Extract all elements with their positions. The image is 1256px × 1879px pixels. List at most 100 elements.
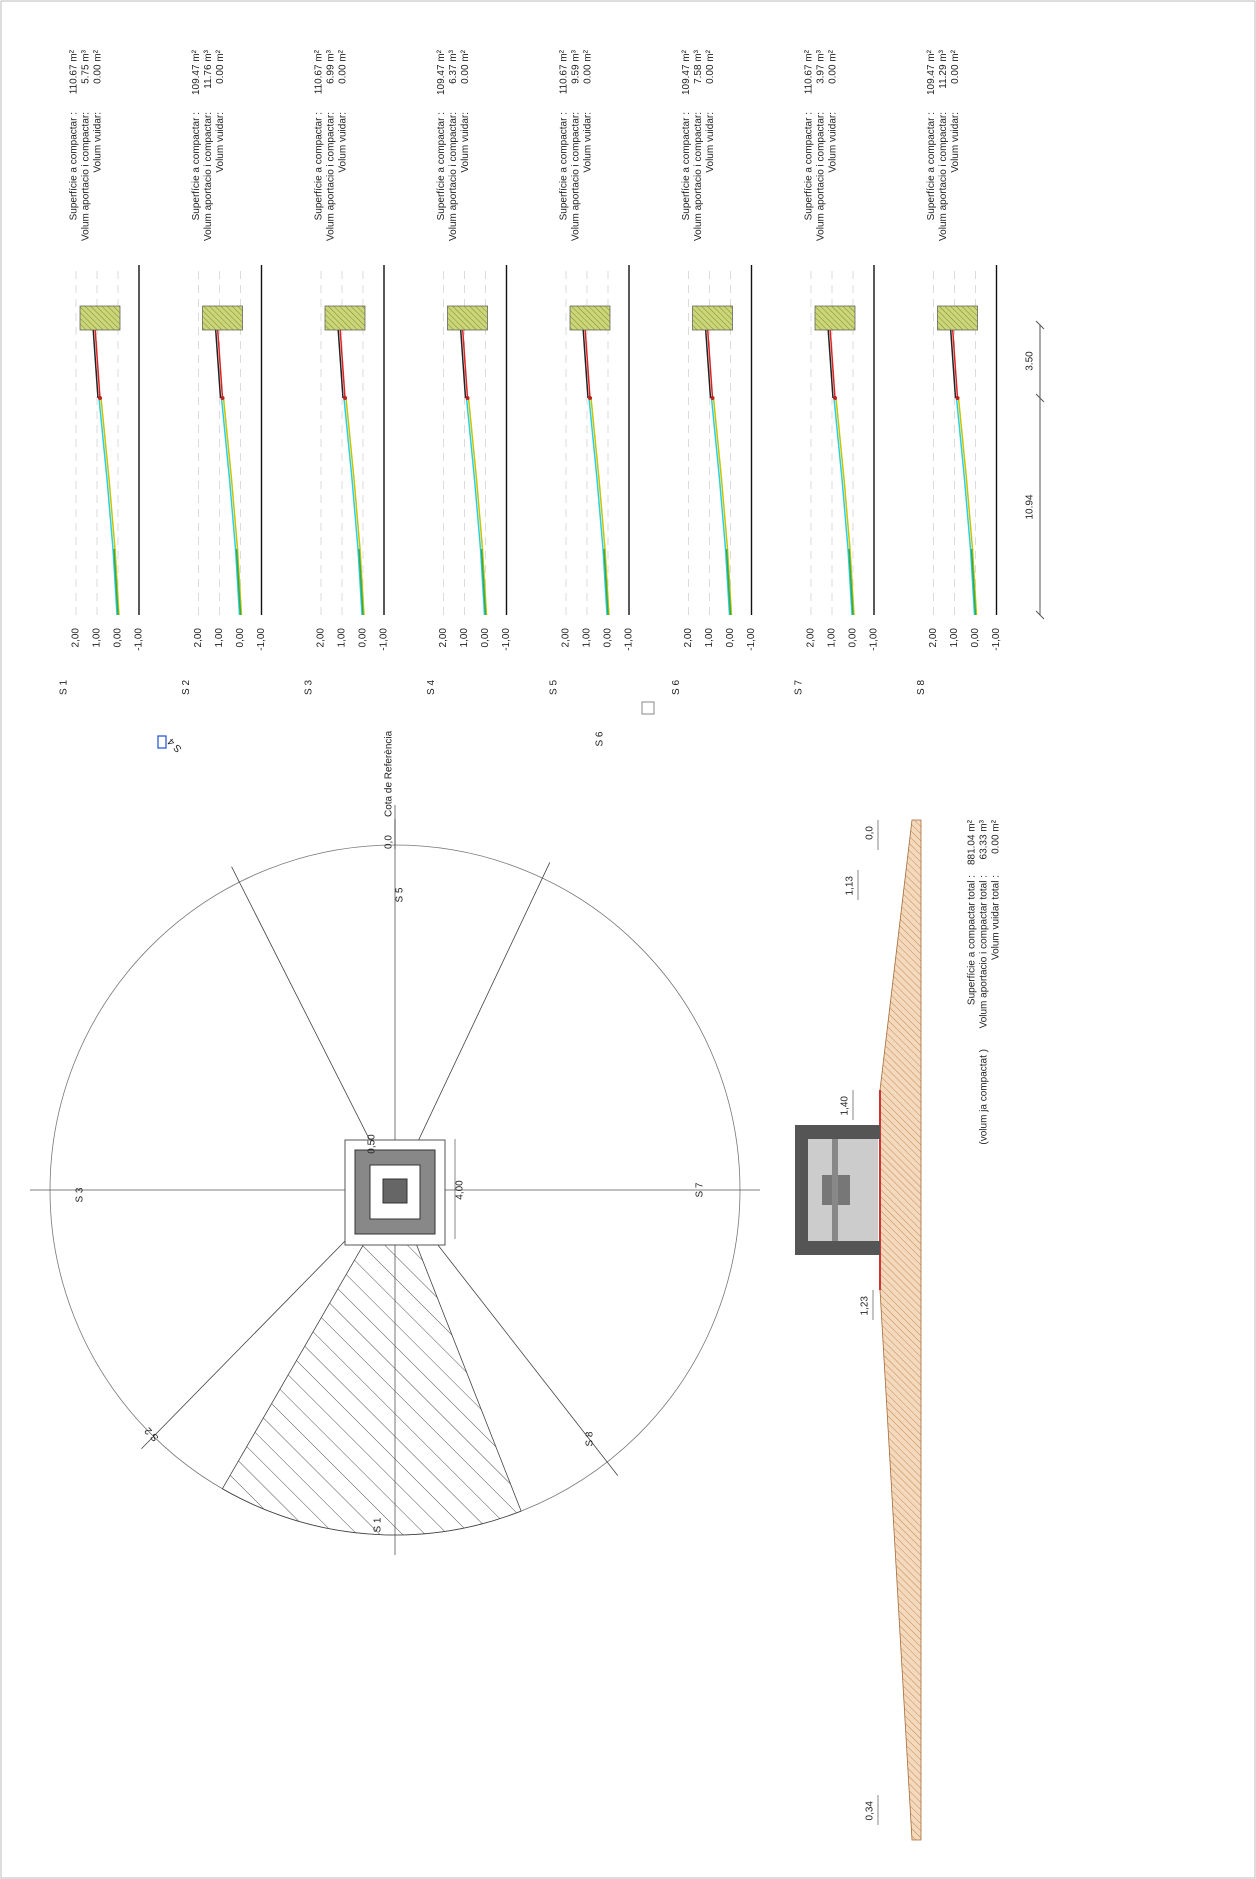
summary-value: 0.00 m² bbox=[338, 49, 349, 84]
profile-line bbox=[706, 326, 714, 399]
profile-node bbox=[220, 396, 225, 400]
reference-level: 0,0 bbox=[384, 835, 395, 849]
profile-node bbox=[833, 396, 837, 400]
summary-label: Superfície a compactar : bbox=[191, 112, 202, 220]
axis-tick-label: 2,00 bbox=[928, 628, 939, 648]
profile-line bbox=[590, 397, 610, 616]
summary-label: Volum vuidar: bbox=[460, 112, 471, 173]
profile-line bbox=[345, 397, 365, 616]
axis-tick-label: 0,00 bbox=[603, 628, 614, 648]
summary-label: Volum aportacio i compactar: bbox=[448, 112, 459, 241]
summary-label: Volum vuidar: bbox=[583, 112, 594, 173]
profile-node bbox=[588, 396, 592, 400]
central-structure bbox=[382, 1178, 408, 1204]
summary-value: 110.67 m² bbox=[69, 49, 80, 94]
axis-tick-label: 1,00 bbox=[337, 628, 348, 648]
fill-block bbox=[324, 305, 366, 331]
summary-value: 11.76 m³ bbox=[203, 49, 214, 88]
profile-line bbox=[235, 548, 242, 616]
reference-label: Cota de Referència bbox=[384, 730, 395, 817]
summary-label: Volum aportacio i compactar: bbox=[693, 112, 704, 241]
elevation-label: 0,0 bbox=[865, 826, 876, 840]
section-label: S 4 bbox=[426, 680, 437, 695]
axis-tick-label: 2,00 bbox=[438, 628, 449, 648]
summary-value: 6.99 m³ bbox=[326, 49, 337, 84]
profile-line bbox=[955, 397, 976, 616]
profile-line bbox=[588, 397, 608, 616]
dimension-label: 10.94 bbox=[1025, 494, 1036, 519]
section-line bbox=[231, 866, 396, 1191]
totals-note: (volum ja compactat ) bbox=[979, 1049, 990, 1145]
profile-line bbox=[949, 326, 957, 399]
section-label: S 7 bbox=[794, 680, 805, 695]
plan-section-label: S 3 bbox=[75, 1187, 86, 1202]
axis-tick-label: -1,00 bbox=[134, 628, 145, 651]
profile-line bbox=[704, 326, 712, 399]
profile-node bbox=[343, 396, 347, 400]
summary-label: Superfície a compactar : bbox=[926, 112, 937, 220]
profile-line bbox=[725, 548, 732, 616]
summary-label: Volum aportacio i compactar: bbox=[938, 112, 949, 241]
axis-tick-label: 2,00 bbox=[683, 628, 694, 648]
profile-line bbox=[835, 397, 855, 616]
axis-tick-label: 1,00 bbox=[92, 628, 103, 648]
axis-tick-label: 0,00 bbox=[848, 628, 859, 648]
axis-tick-label: 1,00 bbox=[827, 628, 838, 648]
axis-tick-label: 2,00 bbox=[806, 628, 817, 648]
fill-block bbox=[79, 305, 121, 331]
elevation-label: 0,34 bbox=[865, 1801, 876, 1821]
summary-value: 0.00 m² bbox=[705, 49, 716, 84]
summary-label: Volum aportacio i compactar: bbox=[203, 112, 214, 241]
marker bbox=[641, 701, 655, 715]
summary-label: Volum vuidar: bbox=[705, 112, 716, 173]
summary-label: Superfície a compactar : bbox=[69, 112, 80, 220]
plan-section-label: S 7 bbox=[695, 1182, 706, 1197]
axis-tick-label: -1,00 bbox=[624, 628, 635, 651]
profile-line bbox=[827, 326, 834, 399]
profile-line bbox=[216, 326, 224, 399]
summary-label: Volum vuidar: bbox=[950, 112, 961, 173]
elevation-label: 1,23 bbox=[860, 1296, 871, 1316]
plan-section-label: S 1 bbox=[373, 1517, 384, 1532]
axis-tick-label: 0,00 bbox=[235, 628, 246, 648]
plan-section-label: S 8 bbox=[585, 1431, 596, 1446]
summary-value: 5.75 m³ bbox=[81, 49, 92, 84]
profile-line bbox=[220, 397, 241, 616]
totals-label: Superfície a compactar total : bbox=[967, 875, 978, 1005]
axis-tick-label: 0,00 bbox=[358, 628, 369, 648]
summary-label: Superfície a compactar : bbox=[804, 112, 815, 220]
axis-tick-label: 1,00 bbox=[214, 628, 225, 648]
summary-value: 0.00 m² bbox=[460, 49, 471, 84]
section-label: S 8 bbox=[916, 680, 927, 695]
summary-value: 110.67 m² bbox=[804, 49, 815, 94]
totals-value: 0.00 m² bbox=[991, 819, 1002, 854]
axis-tick-label: 1,00 bbox=[582, 628, 593, 648]
section-line bbox=[394, 862, 551, 1191]
profile-line bbox=[459, 326, 467, 399]
profile-line bbox=[113, 548, 119, 616]
elevation-label: 1,40 bbox=[840, 1096, 851, 1116]
marker bbox=[157, 735, 167, 749]
dimension-tick bbox=[1035, 320, 1045, 330]
building-arm bbox=[832, 1139, 838, 1241]
fill-block bbox=[569, 305, 611, 331]
axis-tick-label: 0,00 bbox=[480, 628, 491, 648]
profile-line bbox=[951, 326, 959, 399]
summary-value: 109.47 m² bbox=[926, 49, 937, 95]
summary-label: Superfície a compactar : bbox=[559, 112, 570, 220]
profile-line bbox=[480, 548, 487, 616]
profile-line bbox=[214, 326, 222, 399]
summary-value: 110.67 m² bbox=[559, 49, 570, 94]
axis-tick-label: 2,00 bbox=[316, 628, 327, 648]
summary-label: Volum vuidar: bbox=[93, 112, 104, 173]
profile-line bbox=[848, 548, 854, 616]
center-dimension: 0,50 bbox=[367, 1134, 378, 1154]
profile-line bbox=[970, 548, 977, 616]
axis-tick-label: 0,00 bbox=[113, 628, 124, 648]
axis-tick-label: -1,00 bbox=[991, 628, 1002, 651]
fill-block bbox=[814, 305, 856, 331]
summary-value: 7.58 m³ bbox=[693, 49, 704, 84]
profile-line bbox=[957, 397, 978, 616]
